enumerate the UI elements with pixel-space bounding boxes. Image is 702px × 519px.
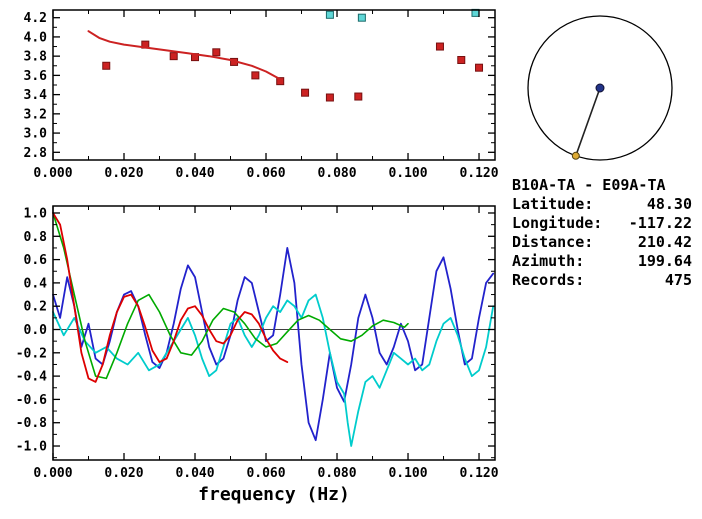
y-tick-label: 0.4 [24,276,48,291]
y-tick-label: -0.2 [16,346,47,361]
info-label: Longitude: [512,214,603,232]
y-tick-label: 2.8 [24,146,48,161]
info-label: Records: [512,271,585,289]
y-tick-label: 3.0 [24,127,48,142]
azimuth-circle [527,15,673,161]
info-row: Longitude: -117.22 [512,214,692,233]
dispersion-plot: 0.000 0.020 0.040 0.060 0.080 0.100 0.120 2.8 3.… [24,8,499,181]
y-tick-label: -0.6 [16,393,47,408]
x-axis-title: frequency (Hz) [198,484,350,505]
dispersion-measurements-red-point [301,88,310,97]
info-value: 210.42 [637,233,692,251]
x-tick-label: 0.120 [459,466,498,481]
azimuth-diagram [527,15,673,161]
y-tick-label: 1.0 [24,206,48,221]
y-tick-label: 4.2 [24,11,47,26]
dispersion-measurements-red-point [102,61,111,70]
dispersion-measurements-red-point [251,71,260,80]
info-value: -117.22 [628,214,692,232]
reference-dispersion-curve [87,30,282,81]
dispersion-measurements-red-point [457,56,466,64]
x-tick-label: 0.060 [246,466,285,481]
waveform-plot: 0.000 0.020 0.040 0.060 0.080 0.100 0.120 -1.0 -… [16,205,499,481]
x-tick-label: 0.100 [388,466,427,481]
station-info-rows: Latitude: 48.30 Longitude: -117.22 Distance:… [512,195,692,290]
x-tick-label: 0.120 [459,166,498,181]
y-tick-label: 0.8 [24,230,48,245]
x-tick-label: 0.000 [33,166,72,181]
x-tick-label: 0.100 [388,166,427,181]
dispersion-measurements-red-point [475,63,484,72]
plot-frame [52,205,496,461]
x-tick-label: 0.060 [246,166,285,181]
dispersion-measurements-red-point [276,77,285,86]
info-value: 199.64 [637,252,692,270]
x-tick-label: 0.080 [317,166,356,181]
info-label: Azimuth: [512,252,585,270]
x-tick-label: 0.040 [175,166,214,181]
y-tick-label: -0.4 [16,370,47,385]
x-tick-label: 0.080 [317,466,356,481]
x-tick-label: 0.000 [33,466,72,481]
waveform-green [52,212,409,380]
station-azimuth-dot [571,151,580,160]
dispersion-measurements-cyan-point [357,13,366,22]
y-tick-label: 0.6 [24,253,48,268]
dispersion-measurements-red-point [169,52,178,61]
station-pair-title: B10A-TA - E09A-TA [512,176,666,194]
dispersion-measurements-red-point [212,48,221,57]
dispersion-measurements-cyan-point [325,10,334,19]
plot-frame [52,9,496,161]
dispersion-measurements-red-point [354,92,363,101]
info-row: Azimuth: 199.64 [512,252,692,271]
y-tick-label: 4.0 [24,30,48,45]
y-tick-label: 3.2 [24,107,47,122]
y-tick-label: 0.2 [24,300,47,315]
info-row: Records: 475 [512,271,692,290]
info-row: Distance: 210.42 [512,233,692,252]
waveform-cyan [52,293,495,447]
station-info: B10A-TA - E09A-TA Latitude: 48.30 Longitud… [512,176,692,290]
station-center-dot [595,83,605,93]
dispersion-measurements-red-point [435,42,444,51]
y-tick-label: 0.0 [24,323,48,338]
info-label: Distance: [512,233,594,251]
info-label: Latitude: [512,195,594,213]
info-value: 475 [664,271,692,289]
x-tick-label: 0.040 [175,466,214,481]
y-tick-label: -0.8 [16,416,47,431]
y-tick-label: 3.4 [24,88,48,103]
info-value: 48.30 [646,195,692,213]
waveform-red [52,212,289,383]
dispersion-measurements-red-point [325,93,334,102]
y-tick-label: -1.0 [16,440,47,455]
x-tick-label: 0.020 [104,466,143,481]
info-row: Latitude: 48.30 [512,195,692,214]
azimuth-line [575,87,601,157]
x-tick-label: 0.020 [104,166,143,181]
y-tick-label: 3.6 [24,69,48,84]
y-tick-label: 3.8 [24,50,48,65]
